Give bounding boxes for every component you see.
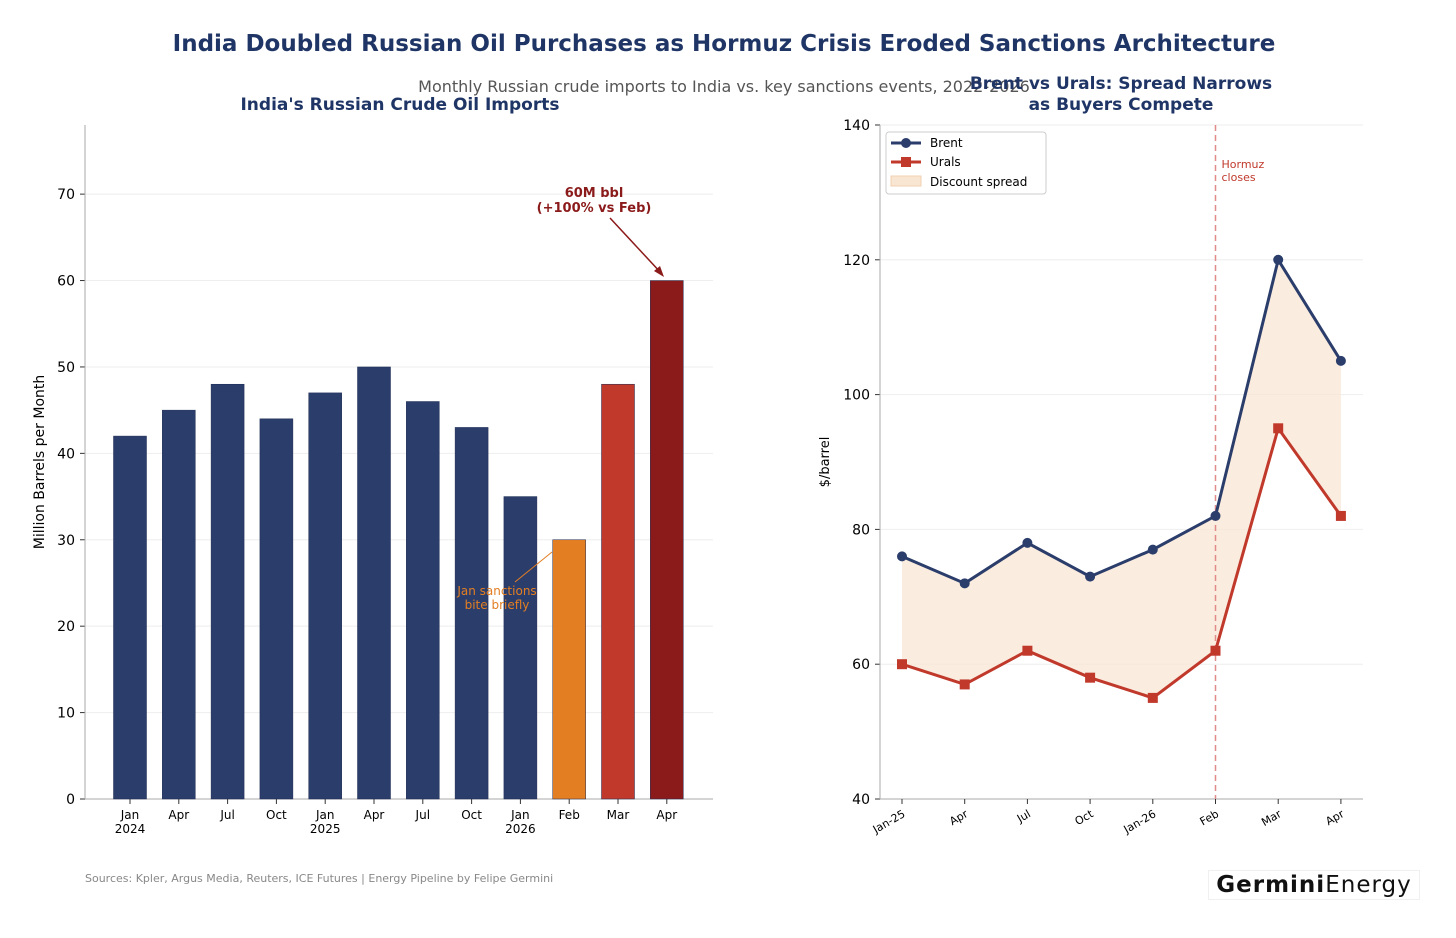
bar	[503, 496, 538, 800]
brent-point	[959, 578, 970, 589]
sources-note: Sources: Kpler, Argus Media, Reuters, IC…	[85, 872, 553, 885]
brent-line	[901, 255, 1343, 586]
y-tick-label: 30	[57, 533, 75, 549]
x-tick-label: Apr	[947, 807, 970, 828]
brent-point	[1085, 571, 1096, 582]
x-tick-label: Apr	[364, 808, 385, 822]
legend-spread-label: Discount spread	[930, 175, 1027, 189]
urals-point	[1273, 423, 1284, 434]
bar	[552, 539, 586, 800]
legend-urals-marker	[901, 157, 911, 167]
legend-spread-swatch	[890, 175, 922, 187]
x-tick-label: Feb	[559, 808, 580, 822]
x-tick-label: Jan-26	[1121, 807, 1159, 836]
y-tick-label: 100	[843, 388, 870, 404]
left-chart-title: India's Russian Crude Oil Imports	[240, 95, 559, 115]
x-tick-label: Jan 2026	[505, 808, 536, 836]
legend-box	[885, 131, 1047, 195]
urals-point	[1147, 692, 1158, 703]
y-tick-label: 40	[57, 446, 75, 462]
brent-point	[1210, 510, 1221, 521]
urals-point	[1085, 672, 1096, 683]
right-y-label: $/barrel	[818, 437, 833, 488]
legend-urals-label: Urals	[930, 155, 961, 169]
urals-point	[897, 659, 907, 670]
left-y-label: Million Barrels per Month	[32, 375, 48, 550]
legend-brent-label: Brent	[930, 136, 963, 150]
urals-point	[1335, 510, 1346, 521]
urals-line	[901, 424, 1343, 700]
bar	[308, 392, 342, 800]
bar	[650, 280, 684, 800]
y-tick-label: 20	[57, 619, 75, 635]
x-tick-label: Oct	[1073, 807, 1097, 828]
annotation-arrow	[609, 217, 663, 275]
bar	[259, 418, 294, 800]
y-tick-label: 70	[57, 187, 75, 203]
x-tick-label: Apr	[656, 808, 677, 822]
arrow-head	[654, 266, 664, 277]
x-tick-label: Apr	[1323, 807, 1346, 828]
bar	[113, 435, 147, 800]
figure-title: India Doubled Russian Oil Purchases as H…	[173, 31, 1276, 57]
y-tick-label: 40	[852, 792, 870, 808]
bar	[162, 409, 196, 800]
legend-brent-marker	[901, 138, 911, 148]
annotation-sanctions: Jan sanctions bite briefly	[456, 584, 536, 612]
bar	[454, 427, 489, 800]
urals-point	[1022, 645, 1033, 656]
urals-point	[1210, 645, 1221, 656]
x-tick-label: Feb	[1198, 807, 1221, 828]
y-tick-label: 80	[852, 522, 870, 538]
brent-point	[1022, 537, 1033, 548]
y-tick-label: 10	[57, 706, 75, 722]
brent-point	[1273, 254, 1284, 265]
y-tick-label: 60	[852, 657, 870, 673]
bar	[357, 366, 391, 800]
bar	[601, 383, 635, 800]
x-tick-label: Jan 2024	[115, 808, 146, 836]
urals-point	[959, 679, 970, 690]
x-tick-label: Apr	[168, 808, 189, 822]
brent-point	[1335, 355, 1346, 366]
x-tick-label: Mar	[607, 808, 630, 822]
x-tick-label: Jan-25	[870, 807, 908, 836]
hormuz-label: Hormuz closes	[1222, 158, 1265, 184]
x-tick-label: Oct	[266, 808, 287, 822]
annotation-line	[514, 551, 553, 583]
discount-spread-fill	[902, 259, 1341, 698]
x-tick-label: Jul	[1014, 807, 1033, 825]
y-tick-label: 140	[843, 118, 870, 134]
logo: GerminiEnergy	[1208, 870, 1420, 900]
x-tick-label: Oct	[461, 808, 482, 822]
logo-bold: Germini	[1216, 872, 1326, 898]
brent-point	[897, 551, 907, 562]
bar	[406, 401, 440, 800]
bar	[210, 383, 245, 800]
y-tick-label: 60	[57, 274, 75, 290]
x-tick-label: Jul	[219, 808, 234, 822]
annotation-peak: 60M bbl (+100% vs Feb)	[537, 186, 652, 216]
right-chart-title: Brent vs Urals: Spread Narrows as Buyers …	[970, 74, 1272, 115]
x-tick-label: Jan 2025	[310, 808, 341, 836]
brent-point	[1147, 544, 1158, 555]
logo-light: Energy	[1325, 872, 1412, 898]
x-tick-label: Jul	[415, 808, 430, 822]
y-tick-label: 120	[843, 253, 870, 269]
y-tick-label: 50	[57, 360, 75, 376]
figure-subtitle: Monthly Russian crude imports to India v…	[418, 77, 1030, 96]
y-tick-label: 0	[66, 792, 75, 808]
x-tick-label: Mar	[1259, 807, 1284, 829]
